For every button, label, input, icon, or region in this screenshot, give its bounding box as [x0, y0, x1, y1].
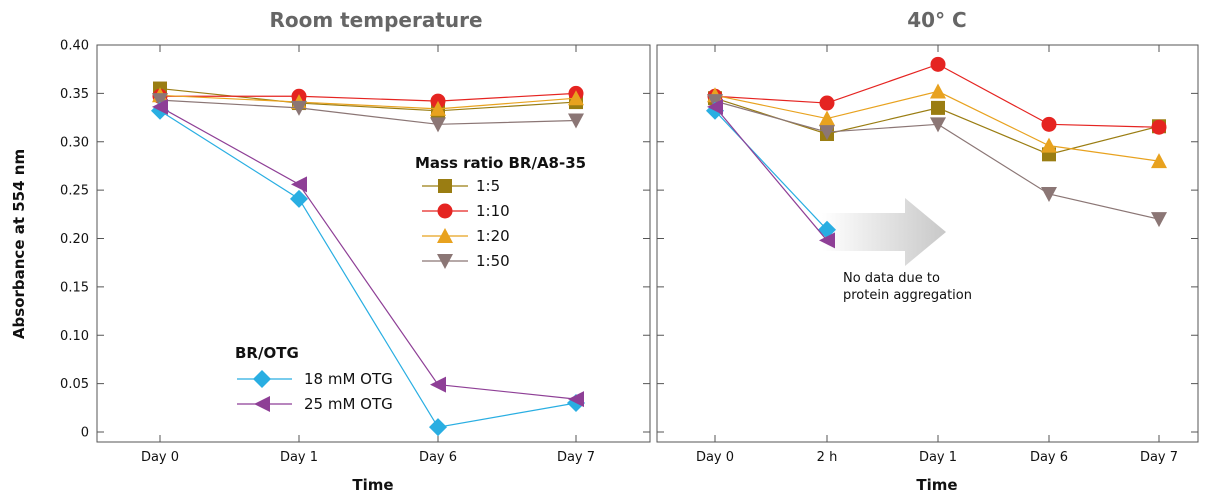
data-point — [1151, 153, 1167, 169]
y-tick-label: 0.20 — [60, 232, 89, 247]
x-tick-label: 2 h — [817, 450, 838, 465]
x-tick-label: Day 7 — [1140, 450, 1178, 465]
y-ticks: 0 0.05 0.10 0.15 0.20 0.25 0.30 0.35 0.40 — [60, 39, 650, 441]
data-point — [430, 376, 446, 393]
panel-title: Room temperature — [269, 8, 482, 32]
series-group — [706, 56, 1167, 249]
panel-title: 40° C — [907, 8, 966, 32]
series-line — [714, 106, 828, 241]
series-line — [159, 99, 577, 125]
legend-entry-1-5: 1:5 — [422, 177, 500, 195]
data-point — [930, 56, 946, 72]
data-point — [152, 98, 168, 115]
data-point — [819, 110, 835, 126]
y-axis-label: Absorbance at 554 nm — [10, 149, 28, 339]
plot-frame — [656, 44, 1199, 443]
series-1-20 — [152, 87, 584, 116]
legend-label: 1:50 — [476, 252, 510, 270]
series-18-mm-otg — [706, 101, 836, 239]
data-point — [819, 232, 835, 249]
data-point — [568, 113, 584, 129]
legend-entry-25mm: 25 mM OTG — [237, 395, 393, 413]
legend-mass-ratio: Mass ratio BR/A8-35 1:5 1:10 1:20 1:50 — [415, 154, 586, 270]
room-temperature-panel: Room temperature Absorbance at 554 nm Ti… — [10, 8, 651, 494]
y-tick-label: 0.25 — [60, 184, 89, 199]
data-point — [1041, 186, 1057, 202]
series-line — [160, 92, 577, 102]
data-point — [707, 94, 723, 110]
legend-label: 1:10 — [476, 202, 510, 220]
series-25-mm-otg — [152, 98, 584, 408]
data-point — [291, 100, 307, 116]
data-point — [430, 100, 446, 116]
x-tick-label: Day 1 — [919, 450, 957, 465]
data-point — [430, 117, 446, 133]
x-tick-label: Day 6 — [419, 450, 457, 465]
x-tick-label: Day 1 — [280, 450, 318, 465]
legend-label: 18 mM OTG — [304, 370, 393, 388]
data-point — [290, 189, 308, 208]
data-point — [819, 95, 835, 111]
series-1-5 — [153, 81, 583, 118]
annotation-line-1: No data due to — [843, 271, 940, 286]
annotation-line-2: protein aggregation — [843, 288, 972, 303]
y-tick-label: 0.30 — [60, 135, 89, 150]
legend-label: 1:20 — [476, 227, 510, 245]
series-line — [159, 94, 577, 110]
series-line — [159, 110, 577, 428]
data-point — [930, 117, 946, 133]
legend-title: Mass ratio BR/A8-35 — [415, 154, 586, 172]
data-point — [930, 83, 946, 99]
x-tick-label: Day 7 — [557, 450, 595, 465]
series-line — [159, 87, 577, 112]
series-line — [714, 110, 828, 231]
series-1-50 — [152, 93, 584, 133]
legend-entry-1-10: 1:10 — [422, 202, 510, 220]
x-ticks: Day 0 Day 1 Day 6 Day 7 — [141, 45, 595, 465]
data-point — [1041, 116, 1057, 132]
data-point — [429, 418, 447, 437]
y-tick-label: 0.35 — [60, 87, 89, 102]
plot-frame — [96, 44, 651, 443]
data-point — [931, 100, 945, 115]
x-tick-label: Day 0 — [141, 450, 179, 465]
aggregation-annotation: No data due to protein aggregation — [822, 198, 972, 303]
legend-label: 1:5 — [476, 177, 500, 195]
legend-br-otg: BR/OTG 18 mM OTG 25 mM OTG — [235, 344, 393, 413]
data-point — [152, 93, 168, 109]
series-group — [151, 81, 585, 437]
y-tick-label: 0 — [81, 426, 89, 441]
x-ticks: Day 0 2 h Day 1 Day 6 Day 7 — [696, 45, 1178, 465]
series-1-50 — [707, 94, 1167, 228]
y-tick-label: 0.05 — [60, 377, 89, 392]
y-tick-label: 0.10 — [60, 329, 89, 344]
legend-entry-1-20: 1:20 — [422, 227, 510, 245]
data-point — [707, 98, 723, 115]
data-point — [568, 90, 584, 106]
forty-degree-panel: 40° C Time Day 0 2 h Day 1 Day 6 Day 7 No da… — [656, 8, 1199, 494]
x-axis-label: Time — [916, 476, 957, 494]
data-point — [291, 176, 307, 193]
y-ticks — [657, 44, 1198, 433]
gradient-arrow — [822, 198, 946, 266]
x-tick-label: Day 6 — [1030, 450, 1068, 465]
legend-entry-18mm: 18 mM OTG — [237, 370, 393, 388]
series-line — [159, 106, 577, 400]
data-point — [819, 125, 835, 141]
data-point — [1041, 137, 1057, 153]
legend-entry-1-50: 1:50 — [422, 252, 510, 270]
data-point — [1151, 212, 1167, 228]
x-axis-label: Time — [352, 476, 393, 494]
data-point — [1151, 119, 1167, 135]
y-tick-label: 0.40 — [60, 39, 89, 54]
legend-title: BR/OTG — [235, 344, 299, 362]
series-25-mm-otg — [707, 98, 835, 249]
legend-label: 25 mM OTG — [304, 395, 393, 413]
data-point — [568, 391, 584, 408]
x-tick-label: Day 0 — [696, 450, 734, 465]
y-tick-label: 0.15 — [60, 280, 89, 295]
